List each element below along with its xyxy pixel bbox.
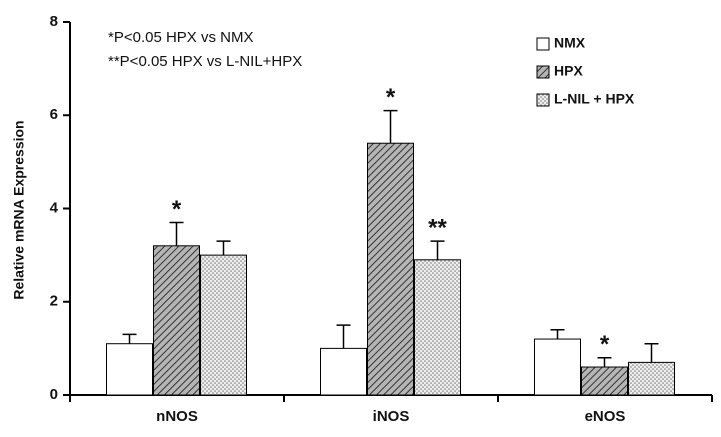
error-bar bbox=[216, 240, 231, 256]
y-tick-label: 8 bbox=[50, 13, 58, 30]
annotation: *P<0.05 HPX vs NMX bbox=[108, 29, 253, 46]
legend-label: HPX bbox=[554, 63, 583, 79]
error-bar bbox=[383, 109, 398, 144]
error-bar bbox=[122, 333, 137, 344]
error-bar bbox=[169, 221, 184, 246]
bar bbox=[367, 142, 414, 396]
y-tick-label: 6 bbox=[50, 106, 58, 123]
error-bar bbox=[644, 342, 659, 363]
significance-label: * bbox=[386, 84, 396, 111]
x-tick-label: iNOS bbox=[373, 408, 410, 425]
legend-label: L-NIL + HPX bbox=[554, 91, 635, 107]
bar bbox=[200, 254, 247, 396]
error-bar bbox=[597, 356, 612, 368]
error-bar bbox=[430, 240, 445, 260]
y-axis-label: Relative mRNA Expression bbox=[11, 120, 27, 299]
legend-swatch bbox=[536, 65, 550, 79]
significance-label: * bbox=[600, 331, 610, 358]
bar bbox=[414, 259, 461, 396]
x-tick-label: eNOS bbox=[585, 408, 626, 425]
error-bar bbox=[336, 324, 351, 349]
bar bbox=[106, 343, 153, 396]
bar bbox=[534, 338, 581, 396]
y-tick-label: 0 bbox=[50, 386, 58, 403]
significance-label: ** bbox=[428, 214, 447, 241]
bar bbox=[320, 347, 367, 396]
legend-label: NMX bbox=[554, 35, 586, 51]
legend-swatch bbox=[536, 37, 550, 51]
x-tick-label: nNOS bbox=[156, 408, 198, 425]
error-bar bbox=[550, 328, 565, 340]
bar bbox=[153, 245, 200, 396]
significance-label: * bbox=[172, 196, 182, 223]
y-tick-label: 2 bbox=[50, 293, 58, 310]
y-tick-label: 4 bbox=[50, 199, 59, 216]
bar bbox=[628, 361, 675, 396]
annotation: **P<0.05 HPX vs L-NIL+HPX bbox=[108, 53, 302, 70]
bar bbox=[581, 366, 628, 396]
legend-swatch bbox=[536, 93, 550, 107]
